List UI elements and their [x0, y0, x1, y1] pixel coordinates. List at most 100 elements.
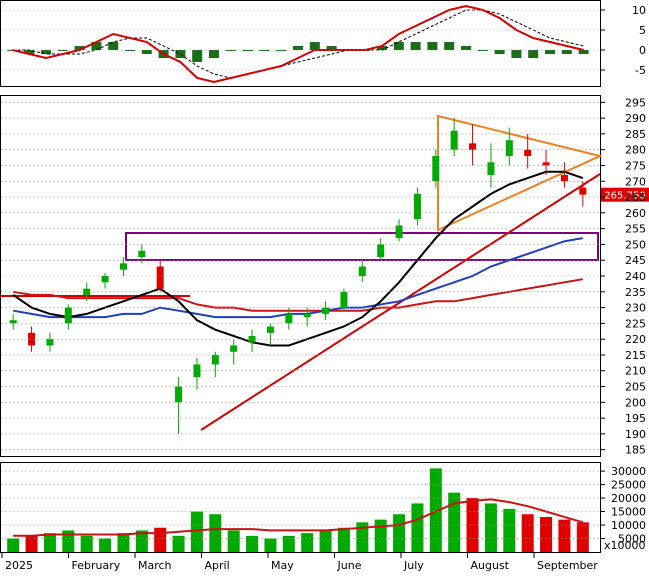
- candle-body: [230, 345, 238, 352]
- price-y-tick-label: 210: [625, 365, 646, 378]
- price-y-tick-label: 225: [625, 317, 646, 330]
- candle-body: [101, 276, 109, 283]
- macd-y-tick-label: -5: [635, 64, 646, 77]
- macd-histogram-bar: [578, 50, 589, 54]
- volume-bar: [264, 538, 277, 552]
- macd-histogram-bar: [108, 42, 119, 50]
- macd-histogram-bar: [528, 50, 539, 58]
- volume-bar: [301, 533, 314, 552]
- price-y-tick-label: 285: [625, 128, 646, 141]
- price-y-tick-label: 195: [625, 412, 646, 425]
- candle-body: [303, 313, 311, 318]
- x-tick-label: April: [205, 559, 230, 572]
- candle-body: [524, 149, 532, 156]
- volume-y-tick-label: 15000: [611, 506, 646, 519]
- price-y-tick-label: 205: [625, 381, 646, 394]
- macd-histogram-bar: [276, 50, 287, 51]
- volume-bar: [484, 503, 497, 552]
- price-y-tick-label: 250: [625, 238, 646, 251]
- candle-body: [119, 263, 127, 270]
- price-y-tick-label: 200: [625, 396, 646, 409]
- volume-unit-label: x10000: [604, 539, 646, 552]
- volume-bar: [7, 538, 20, 552]
- volume-bar: [172, 535, 185, 552]
- candle-body: [579, 187, 587, 195]
- volume-bar: [429, 468, 442, 552]
- macd-histogram-bar: [74, 46, 85, 50]
- macd-histogram-bar: [57, 50, 68, 51]
- price-y-tick-label: 275: [625, 159, 646, 172]
- macd-histogram-bar: [175, 50, 186, 58]
- price-y-tick-label: 255: [625, 223, 646, 236]
- candle-body: [266, 326, 274, 333]
- moving-average-red: [13, 278, 583, 312]
- candle-body: [450, 130, 458, 150]
- volume-bar: [466, 498, 479, 552]
- candle-body: [395, 225, 403, 239]
- macd-line: [12, 4, 584, 84]
- price-y-tick-label: 260: [625, 207, 646, 220]
- price-y-tick-label: 245: [625, 254, 646, 267]
- candle-body: [322, 307, 330, 314]
- candle-body: [505, 140, 513, 156]
- price-layer: 265.750: [9, 118, 649, 434]
- volume-bar: [337, 527, 350, 552]
- macd-histogram-bar: [192, 50, 203, 62]
- macd-histogram-bar: [444, 42, 455, 50]
- macd-histogram-bar: [91, 42, 102, 50]
- volume-bar: [558, 519, 571, 552]
- x-tick-label: July: [403, 559, 424, 572]
- volume-bar: [503, 508, 516, 552]
- macd-histogram-bar: [461, 46, 471, 50]
- volume-bar: [411, 503, 424, 552]
- macd-layer: [7, 4, 589, 84]
- x-tick-label: May: [271, 559, 294, 572]
- moving-average-blue: [13, 237, 583, 319]
- x-tick-label: March: [138, 559, 172, 572]
- candle-body: [156, 266, 164, 289]
- price-y-tick-label: 215: [625, 349, 646, 362]
- macd-histogram-bar: [242, 50, 253, 51]
- price-y-tick-label: 295: [625, 96, 646, 109]
- volume-bar: [319, 530, 332, 552]
- macd-histogram-bar: [377, 46, 387, 50]
- x-tick-label: September: [537, 559, 598, 572]
- volume-bar: [448, 492, 461, 552]
- candle-body: [487, 162, 495, 175]
- volume-bar: [190, 511, 203, 552]
- candle-body: [64, 307, 72, 324]
- volume-bar: [576, 522, 589, 552]
- macd-histogram-bar: [24, 50, 35, 54]
- volume-panel-frame: [0, 462, 601, 553]
- macd-y-tick-label: 5: [639, 24, 646, 37]
- axes-layer: 10 5 0 -5 295 290 285 280 275 270 265 260 255 250 245 2…: [1, 4, 646, 572]
- price-y-tick-label: 240: [625, 270, 646, 283]
- last-price-badge: [601, 187, 649, 202]
- candle-body: [432, 156, 440, 182]
- volume-bar: [154, 527, 167, 552]
- macd-histogram-bar: [511, 50, 522, 58]
- volume-bar: [80, 535, 93, 552]
- x-tick-label: 2025: [5, 559, 33, 572]
- candle-body: [28, 332, 36, 346]
- candle-body: [469, 143, 477, 150]
- candle-body: [560, 174, 568, 182]
- x-tick-label: June: [337, 559, 362, 572]
- volume-bar: [43, 533, 56, 552]
- price-y-tick-label: 185: [625, 444, 646, 457]
- volume-bar: [62, 530, 75, 552]
- macd-histogram-bar: [477, 50, 488, 51]
- volume-bar: [209, 514, 222, 552]
- macd-histogram-bar: [393, 42, 404, 50]
- macd-histogram-bar: [209, 50, 219, 58]
- price-y-tick-label: 190: [625, 428, 646, 441]
- candle-body: [46, 339, 54, 346]
- price-y-tick-label: 290: [625, 112, 646, 125]
- macd-histogram-bar: [561, 50, 572, 54]
- price-y-tick-label: 280: [625, 144, 646, 157]
- volume-bar: [393, 514, 406, 552]
- moving-average-black: [12, 170, 584, 347]
- candle-body: [83, 288, 91, 295]
- macd-histogram-bar: [494, 50, 505, 54]
